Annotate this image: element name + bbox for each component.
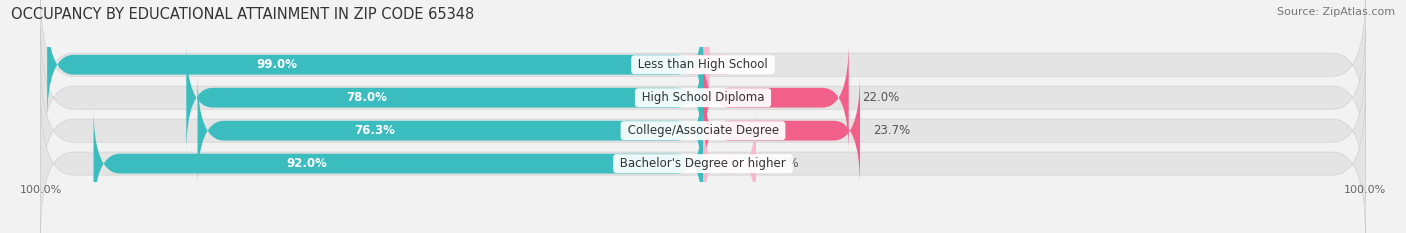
Text: 1.0%: 1.0% bbox=[723, 58, 752, 71]
FancyBboxPatch shape bbox=[41, 93, 1365, 233]
FancyBboxPatch shape bbox=[41, 0, 1365, 136]
Text: 76.3%: 76.3% bbox=[354, 124, 395, 137]
FancyBboxPatch shape bbox=[703, 42, 849, 154]
Text: High School Diploma: High School Diploma bbox=[638, 91, 768, 104]
FancyBboxPatch shape bbox=[703, 108, 756, 220]
Text: 22.0%: 22.0% bbox=[862, 91, 900, 104]
FancyBboxPatch shape bbox=[48, 9, 703, 121]
FancyBboxPatch shape bbox=[198, 75, 703, 187]
FancyBboxPatch shape bbox=[187, 42, 703, 154]
FancyBboxPatch shape bbox=[703, 75, 860, 187]
Text: Source: ZipAtlas.com: Source: ZipAtlas.com bbox=[1277, 7, 1395, 17]
Text: 99.0%: 99.0% bbox=[256, 58, 297, 71]
Text: 92.0%: 92.0% bbox=[287, 157, 328, 170]
Text: OCCUPANCY BY EDUCATIONAL ATTAINMENT IN ZIP CODE 65348: OCCUPANCY BY EDUCATIONAL ATTAINMENT IN Z… bbox=[11, 7, 474, 22]
Text: 23.7%: 23.7% bbox=[873, 124, 911, 137]
Text: Bachelor's Degree or higher: Bachelor's Degree or higher bbox=[616, 157, 790, 170]
FancyBboxPatch shape bbox=[94, 108, 703, 220]
FancyBboxPatch shape bbox=[41, 27, 1365, 168]
Text: Less than High School: Less than High School bbox=[634, 58, 772, 71]
Text: 8.0%: 8.0% bbox=[769, 157, 799, 170]
FancyBboxPatch shape bbox=[683, 9, 730, 121]
FancyBboxPatch shape bbox=[41, 60, 1365, 202]
Text: College/Associate Degree: College/Associate Degree bbox=[624, 124, 782, 137]
Text: 78.0%: 78.0% bbox=[347, 91, 388, 104]
